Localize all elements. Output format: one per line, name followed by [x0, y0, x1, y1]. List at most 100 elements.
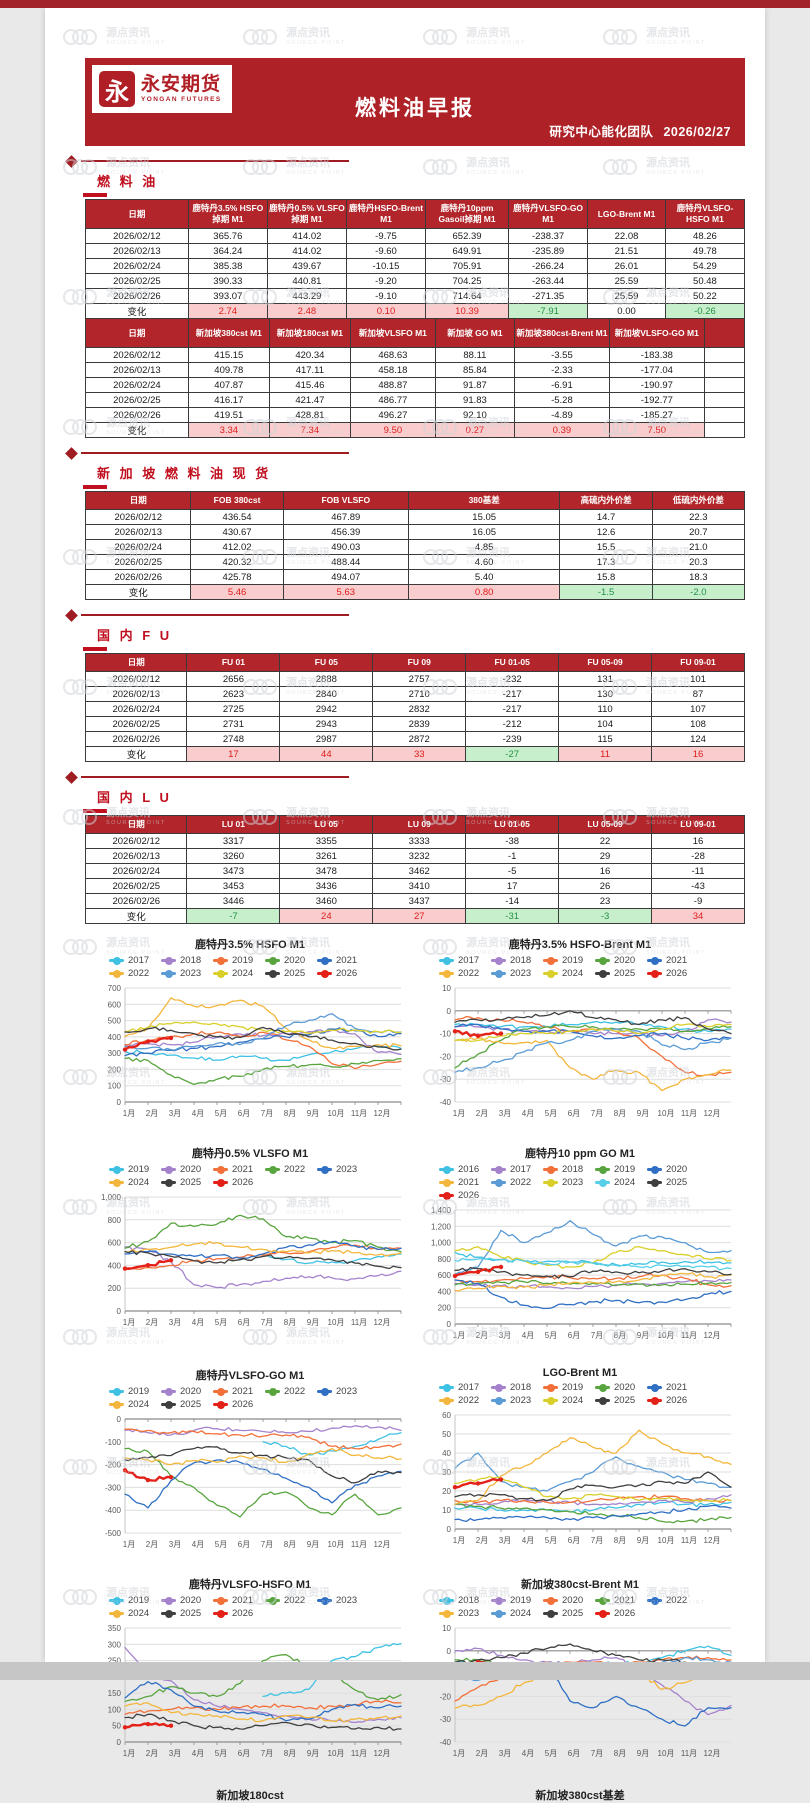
legend-marker-icon: [595, 1383, 610, 1392]
column-header: 380基差: [407, 491, 561, 510]
value-cell: 2888: [279, 671, 374, 687]
legend-marker-icon: [491, 1165, 506, 1174]
svg-text:20: 20: [442, 1487, 451, 1496]
svg-text:0: 0: [117, 1307, 122, 1316]
change-row: 变化 -7 24 27 -31 -3 34: [84, 908, 745, 924]
legend-marker-icon: [647, 956, 662, 965]
value-cell: 22: [558, 833, 653, 849]
date-cell: 2026/02/13: [84, 848, 188, 864]
legend-marker-icon: [543, 1396, 558, 1405]
svg-text:-500: -500: [105, 1529, 122, 1538]
table-row: 2026/02/13 2623 2840 2710 -217 130 87: [84, 686, 745, 702]
column-header: 鹿特丹HSFO-Brent M1: [345, 199, 427, 229]
svg-text:8月: 8月: [614, 1749, 626, 1758]
legend-marker-icon: [595, 1396, 610, 1405]
legend-item: 2025: [161, 1399, 213, 1410]
value-cell: 704.25: [425, 273, 510, 289]
table-row: 2026/02/25 416.17 421.47 486.77 91.83 -5.28 -1…: [85, 392, 746, 408]
svg-text:4月: 4月: [522, 1331, 534, 1340]
value-cell: -232: [465, 671, 560, 687]
legend-item: 2017: [491, 1164, 543, 1175]
legend-item: 2024: [109, 1608, 161, 1619]
legend-item: 2023: [317, 1595, 369, 1606]
legend-item: 2021: [439, 1177, 491, 1188]
svg-text:600: 600: [108, 1000, 122, 1009]
table-row: 2026/02/26 3446 3460 3437 -14 23 -9: [84, 893, 745, 909]
svg-text:4月: 4月: [192, 1109, 204, 1118]
change-cell: 24: [279, 908, 374, 924]
legend-marker-icon: [109, 1596, 124, 1605]
legend-item: 2020: [265, 955, 317, 966]
value-cell: 436.54: [190, 509, 284, 525]
chart-title: 新加坡380cst-Brent M1: [521, 1579, 639, 1591]
legend-item: 2020: [161, 1164, 213, 1175]
legend-item: 2021: [647, 955, 699, 966]
value-cell: 16.05: [407, 524, 561, 540]
value-cell: -10.15: [345, 258, 427, 274]
value-cell: 54.29: [664, 258, 746, 274]
legend-marker-icon: [161, 1596, 176, 1605]
legend-marker-icon: [109, 1178, 124, 1187]
legend-item: 2026: [317, 968, 369, 979]
legend-item: 2026: [647, 1395, 699, 1406]
svg-text:1月: 1月: [123, 1540, 135, 1549]
bottom-bar: [0, 1662, 810, 1680]
column-header: LU 09: [372, 815, 467, 834]
legend-item: 2022: [491, 1177, 543, 1188]
value-cell: 91.87: [434, 377, 515, 393]
legend-item: 2021: [213, 1595, 265, 1606]
value-cell: 419.51: [187, 407, 270, 423]
change-label: 变化: [84, 746, 188, 762]
column-header: FOB VLSFO: [282, 491, 409, 510]
value-cell: -9.60: [345, 243, 427, 259]
legend-marker-icon: [491, 1396, 506, 1405]
svg-text:2月: 2月: [476, 1749, 488, 1758]
legend-marker-icon: [109, 1165, 124, 1174]
column-header: 新加坡380cst M1: [187, 318, 270, 348]
change-cell: 2.48: [266, 303, 347, 319]
svg-text:350: 350: [108, 1624, 122, 1633]
column-header: LU 05-09: [558, 815, 653, 834]
logo-subname: YONGAN FUTURES: [141, 95, 222, 103]
change-label: 变化: [84, 908, 188, 924]
legend-marker-icon: [213, 1609, 228, 1618]
domestic-fu-table: 日期 FU 01 FU 05 FU 09 FU 01-05 FU 05-09 FU 09-0…: [84, 653, 745, 762]
svg-text:7月: 7月: [591, 1749, 603, 1758]
value-cell: 440.81: [266, 273, 347, 289]
value-cell: -9.75: [345, 228, 427, 244]
legend-item: 2019: [109, 1386, 161, 1397]
change-cell: 10.39: [425, 303, 510, 319]
value-cell: 50.48: [664, 273, 746, 289]
legend-item: 2018: [491, 955, 543, 966]
legend-marker-icon: [439, 1191, 454, 1200]
value-cell: 20.3: [651, 554, 746, 570]
svg-text:0: 0: [117, 1098, 122, 1107]
change-cell: 11: [558, 746, 653, 762]
svg-text:7月: 7月: [591, 1109, 603, 1118]
chart-title: 鹿特丹3.5% HSFO M1: [194, 939, 306, 951]
date-cell: 2026/02/12: [84, 509, 192, 525]
svg-text:-100: -100: [105, 1438, 122, 1447]
svg-text:6月: 6月: [568, 1749, 580, 1758]
change-cell: 0.00: [587, 303, 666, 319]
value-cell: 3355: [279, 833, 374, 849]
section-title-domestic-lu: 国 内 L U: [97, 790, 172, 805]
legend-marker-icon: [161, 956, 176, 965]
value-cell: 22.08: [587, 228, 666, 244]
value-cell: 2757: [372, 671, 467, 687]
svg-text:8月: 8月: [284, 1109, 296, 1118]
svg-text:300: 300: [108, 1640, 122, 1649]
column-header: FU 01: [186, 653, 281, 672]
table-row: 2026/02/24 3473 3478 3462 -5 16 -11: [84, 863, 745, 879]
value-cell: 420.34: [268, 347, 351, 363]
svg-text:800: 800: [438, 1255, 452, 1264]
report-date: 2026/02/27: [663, 125, 731, 139]
value-cell: 3437: [372, 893, 467, 909]
svg-text:9月: 9月: [307, 1540, 319, 1549]
svg-text:6月: 6月: [568, 1109, 580, 1118]
value-cell: 115: [558, 731, 653, 747]
value-cell: -38: [465, 833, 560, 849]
chart-legend: 2016 2017 2018 2019 2020 2021 2022 2023 2024 2025…: [439, 1164, 721, 1203]
column-header: LU 01-05: [465, 815, 560, 834]
change-row: 变化 17 44 33 -27 11 16: [84, 746, 745, 762]
